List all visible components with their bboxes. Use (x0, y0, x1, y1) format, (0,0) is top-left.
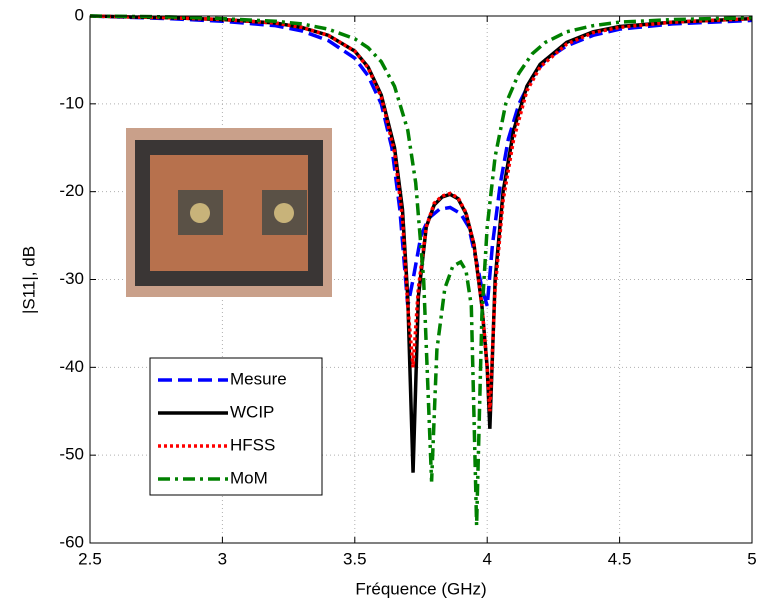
legend-label: WCIP (230, 402, 274, 421)
x-tick-label: 2.5 (78, 549, 102, 568)
y-tick-label: 0 (75, 5, 84, 24)
legend-label: MoM (230, 468, 268, 487)
y-tick-label: -50 (59, 445, 84, 464)
x-tick-label: 4 (482, 549, 491, 568)
y-tick-label: -20 (59, 181, 84, 200)
photo-connector-pin (274, 203, 294, 223)
y-tick-label: -10 (59, 93, 84, 112)
inset-photo (126, 128, 332, 297)
legend: Mesure WCIP HFSS MoM (149, 357, 323, 496)
y-tick-label: -30 (59, 269, 84, 288)
legend-label: HFSS (230, 435, 275, 454)
x-tick-label: 4.5 (608, 549, 632, 568)
y-tick-label: -40 (59, 357, 84, 376)
x-tick-label: 3.5 (343, 549, 367, 568)
x-axis-label: Fréquence (GHz) (355, 579, 486, 598)
series-line (89, 14, 753, 473)
legend-label: Mesure (230, 369, 287, 388)
x-tick-label: 5 (747, 549, 756, 568)
x-tick-label: 3 (218, 549, 227, 568)
y-axis-label: |S11|, dB (19, 246, 38, 314)
photo-connector-pin (190, 203, 210, 223)
series-line (89, 14, 753, 412)
y-tick-label: -60 (59, 532, 84, 551)
lines (89, 14, 753, 526)
